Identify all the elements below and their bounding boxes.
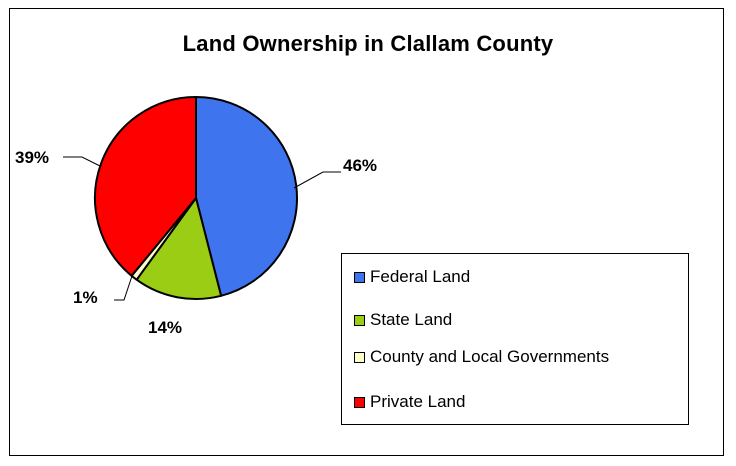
legend-swatch-county-local — [354, 351, 365, 363]
chart-title: Land Ownership in Clallam County — [182, 31, 554, 56]
legend-swatch-private-land — [354, 396, 365, 408]
leader-line-private-land — [63, 156, 101, 167]
slice-label-state-land: 14% — [148, 318, 182, 337]
leader-lines — [63, 156, 341, 301]
leader-line-county-and-local-governments — [114, 275, 133, 301]
legend-swatch-federal-land — [354, 271, 365, 283]
pie-slices — [94, 96, 298, 300]
slice-label-county-and-local-governments: 1% — [73, 288, 98, 307]
legend-label-state-land: State Land — [370, 310, 453, 329]
legend-item-federal-land: Federal Land — [354, 265, 470, 289]
slice-label-private-land: 39% — [15, 148, 49, 167]
legend-label-federal-land: Federal Land — [370, 267, 471, 286]
legend-item-state-land: State Land — [354, 308, 452, 332]
legend: Federal Land State Land County and Local… — [341, 253, 689, 425]
pie-slice-state-land — [135, 197, 223, 300]
slice-label-federal-land: 46% — [343, 156, 377, 175]
pie-slice-federal-land — [195, 96, 298, 297]
leader-line-federal-land — [293, 171, 341, 189]
slice-labels: 46% 14% 1% 39% — [15, 148, 377, 337]
legend-item-private-land: Private Land — [354, 390, 465, 414]
legend-swatch-state-land — [354, 314, 365, 326]
legend-item-county-local: County and Local Governments — [354, 345, 609, 369]
legend-label-private-land: Private Land — [370, 392, 466, 411]
pie-slice-private-land — [94, 96, 197, 277]
legend-label-county-local: County and Local Governments — [370, 347, 610, 366]
